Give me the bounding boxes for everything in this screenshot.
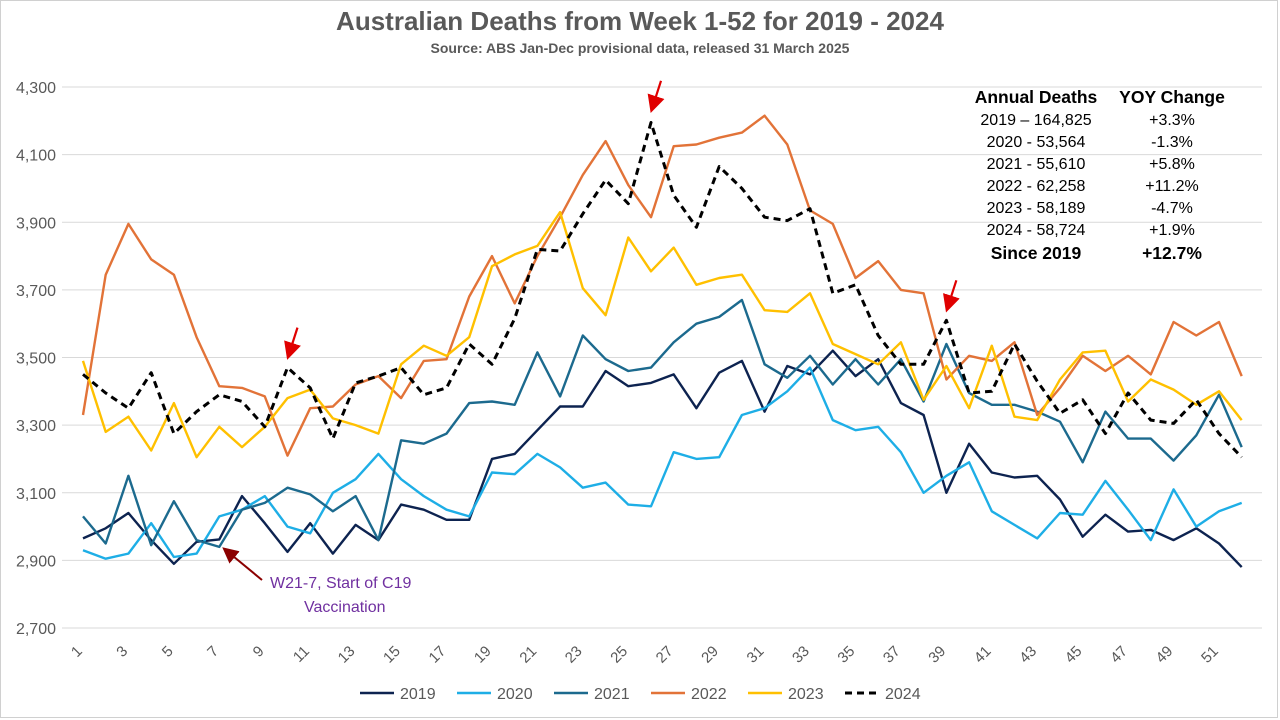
y-tick-label: 3,900 (16, 215, 56, 232)
x-tick-label: 47 (1107, 643, 1131, 667)
x-tick-label: 33 (789, 643, 813, 667)
y-tick-label: 4,300 (16, 80, 56, 97)
x-tick-label: 39 (925, 643, 949, 667)
table-row-left: 2023 - 58,189 (987, 200, 1086, 217)
x-tick-label: 3 (113, 643, 131, 661)
x-tick-label: 37 (880, 643, 904, 667)
annotation-arrow-peak (943, 279, 960, 313)
y-tick-label: 2,900 (16, 553, 56, 570)
x-tick-label: 41 (971, 643, 995, 667)
annotation-label-line1: W21-7, Start of C19 (270, 575, 411, 592)
series-line-2021 (82, 298, 1243, 549)
x-tick-label: 19 (471, 643, 495, 667)
annotation-label-line2: Vaccination (304, 599, 386, 616)
legend-label-2022: 2022 (691, 686, 727, 703)
y-axis-ticks: 2,700 2,900 3,100 3,300 3,500 3,700 3,900 4,100… (16, 80, 56, 638)
table-row-right: +5.8% (1149, 156, 1195, 173)
x-tick-label: 7 (204, 643, 222, 661)
legend-label-2020: 2020 (497, 686, 533, 703)
x-tick-label: 31 (744, 643, 768, 667)
y-tick-label: 3,100 (16, 486, 56, 503)
x-tick-label: 15 (380, 643, 404, 667)
annotation-arrow-peak (284, 327, 301, 360)
x-tick-label: 29 (698, 643, 722, 667)
series-line-2019 (82, 349, 1243, 568)
table-footer-right: +12.7% (1142, 243, 1202, 263)
table-row-left: 2021 - 55,610 (987, 156, 1086, 173)
series-lines (81, 114, 1243, 568)
y-tick-label: 3,500 (16, 351, 56, 368)
x-tick-label: 11 (290, 643, 313, 666)
x-tick-label: 25 (607, 643, 631, 667)
legend-label-2024: 2024 (885, 686, 921, 703)
table-header-left: Annual Deaths (975, 87, 1098, 107)
x-tick-label: 35 (834, 643, 858, 667)
x-tick-label: 27 (653, 643, 677, 667)
chart-title: Australian Deaths from Week 1-52 for 201… (336, 6, 944, 36)
legend-label-2023: 2023 (788, 686, 824, 703)
x-tick-label: 13 (335, 643, 359, 667)
x-axis-ticks: 1 3 5 7 9 11 13 15 17 19 21 23 25 27 29 31 33 35 37 39 41 43 4… (68, 643, 1222, 667)
legend-label-2021: 2021 (594, 686, 630, 703)
x-tick-label: 17 (426, 643, 450, 667)
x-tick-label: 1 (68, 643, 86, 661)
chart-subtitle: Source: ABS Jan-Dec provisional data, re… (430, 40, 850, 56)
table-row-left: 2022 - 62,258 (987, 178, 1086, 195)
annotation-arrow-vaccination (222, 547, 263, 581)
table-row-right: +1.9% (1149, 222, 1195, 239)
series-line-2024 (82, 121, 1243, 459)
x-tick-label: 23 (562, 643, 586, 667)
annual-deaths-table: Annual Deaths YOY Change 2019 – 164,825 … (975, 87, 1225, 263)
table-row-left: 2024 - 58,724 (987, 222, 1086, 239)
legend: 2019 2020 2021 2022 2023 2024 (360, 686, 921, 703)
table-row-right: +11.2% (1145, 178, 1199, 195)
table-row-right: +3.3% (1149, 112, 1195, 129)
legend-label-2019: 2019 (400, 686, 436, 703)
x-tick-label: 51 (1198, 643, 1222, 667)
table-row-right: -1.3% (1151, 134, 1193, 151)
y-tick-label: 3,300 (16, 418, 56, 435)
table-header-right: YOY Change (1119, 87, 1225, 107)
table-row-left: 2020 - 53,564 (987, 134, 1086, 151)
table-row-right: -4.7% (1151, 200, 1193, 217)
x-tick-label: 49 (1153, 643, 1177, 667)
x-tick-label: 43 (1016, 643, 1040, 667)
x-tick-label: 5 (159, 643, 177, 661)
y-tick-label: 3,700 (16, 283, 56, 300)
x-tick-label: 21 (516, 643, 540, 667)
series-line-2020 (82, 366, 1243, 560)
x-tick-label: 45 (1062, 643, 1086, 667)
y-tick-label: 2,700 (16, 621, 56, 638)
annotations: W21-7, Start of C19 Vaccination (222, 80, 960, 616)
annotation-arrow-peak (647, 80, 665, 114)
table-footer-left: Since 2019 (991, 243, 1082, 263)
table-row-left: 2019 – 164,825 (980, 112, 1091, 129)
x-tick-label: 9 (250, 643, 268, 661)
y-tick-label: 4,100 (16, 148, 56, 165)
